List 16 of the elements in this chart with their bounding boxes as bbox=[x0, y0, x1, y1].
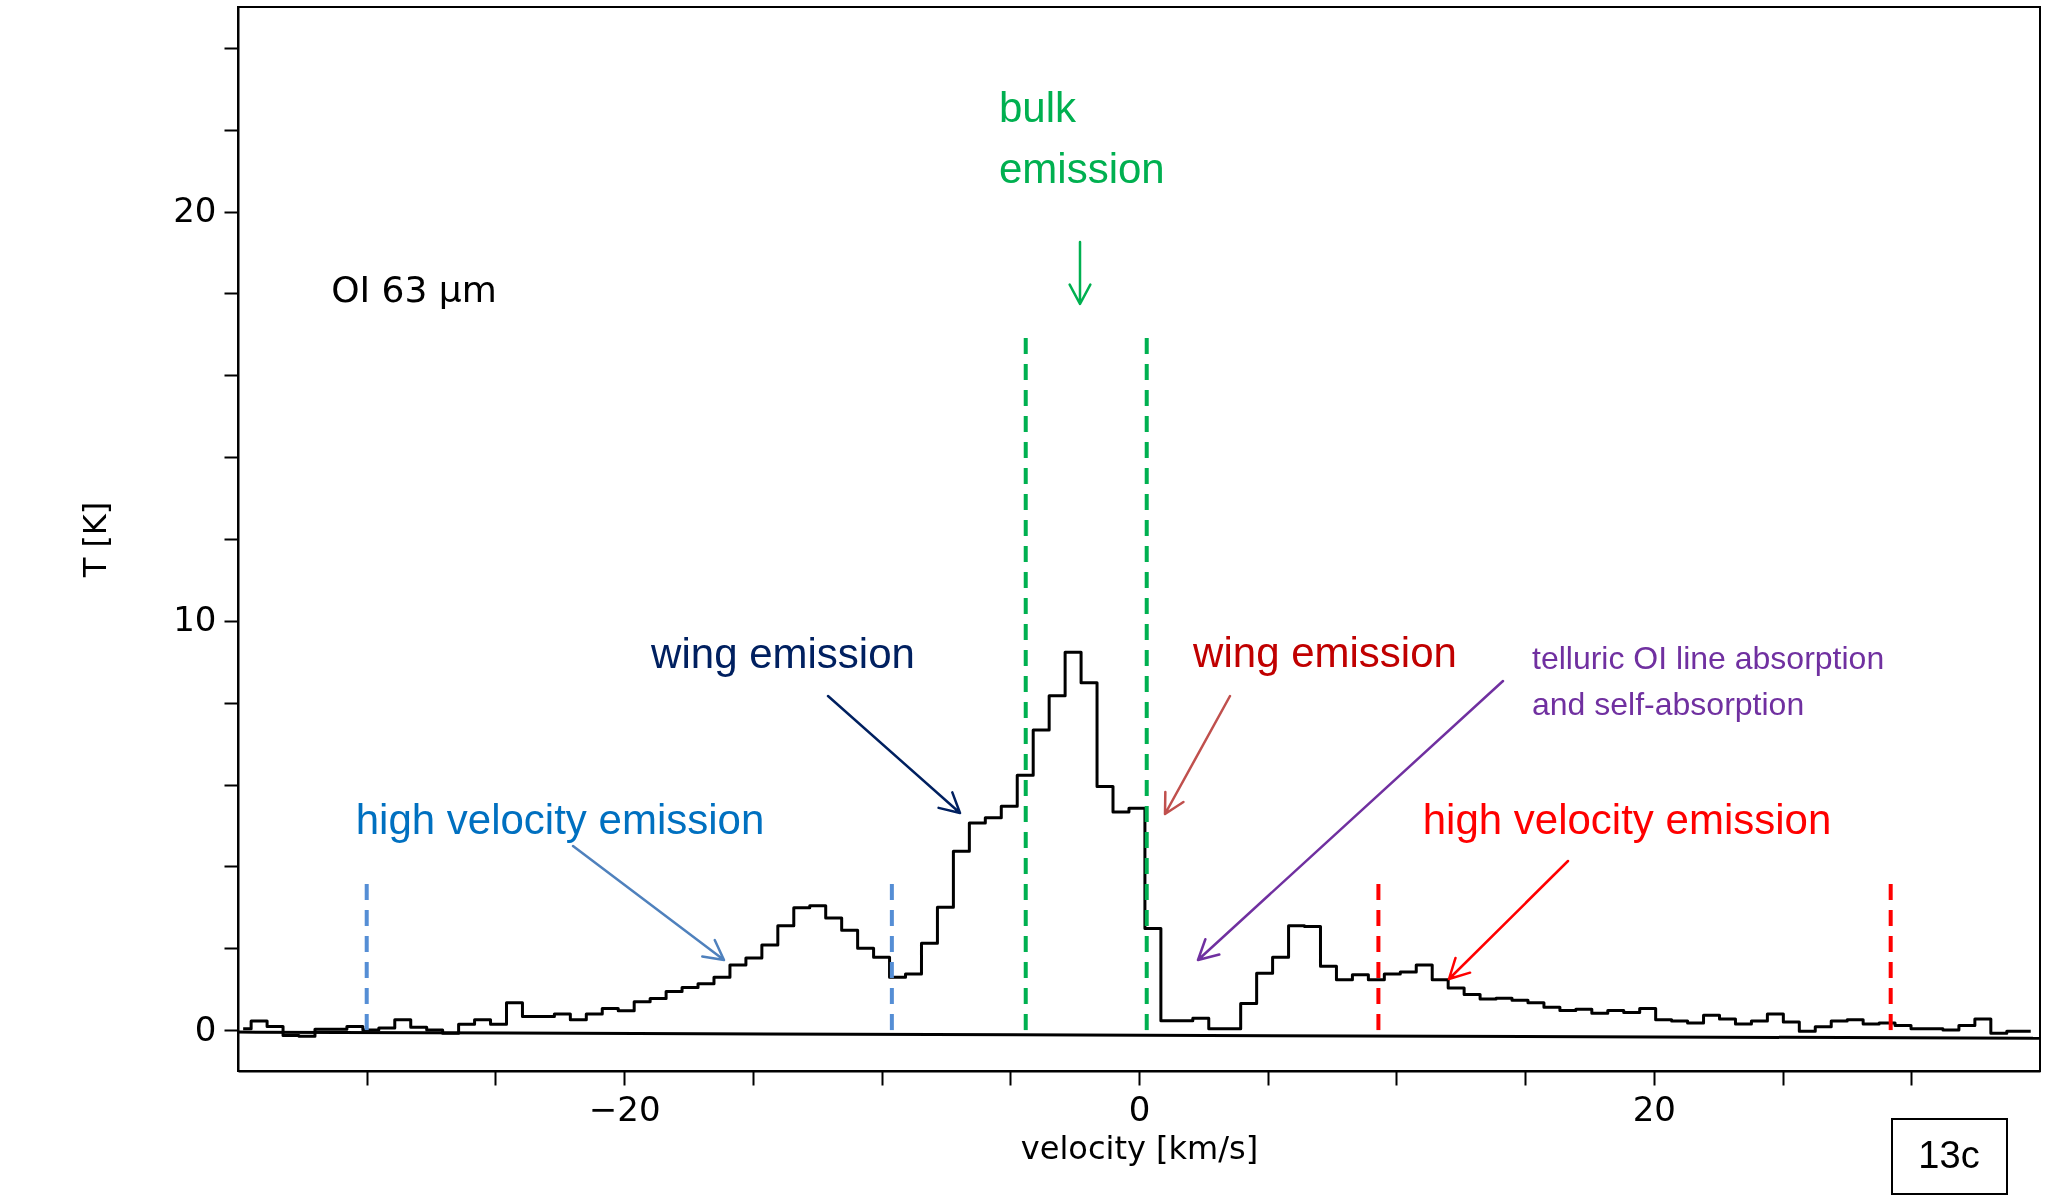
annotation: high velocity emission bbox=[1422, 796, 1832, 843]
annotation: OI 63 μm bbox=[331, 269, 497, 310]
y-tick-label: 0 bbox=[194, 1008, 217, 1049]
y-tick-label: 10 bbox=[173, 599, 217, 640]
annotation: telluric OI line absorption and self-absorption bbox=[1532, 640, 1885, 723]
x-tick-label: 0 bbox=[1128, 1088, 1151, 1129]
annotation: wing emission bbox=[1192, 629, 1457, 676]
annotation: bulk emission bbox=[999, 84, 1165, 192]
annotation: high velocity emission bbox=[355, 796, 765, 843]
y-tick-label: 20 bbox=[173, 190, 217, 231]
x-tick-label: −20 bbox=[588, 1088, 661, 1129]
annotation: wing emission bbox=[650, 630, 915, 677]
x-axis-title: velocity [km/s] bbox=[1020, 1128, 1259, 1167]
y-axis-title: T [K] bbox=[76, 501, 115, 579]
text: 13c bbox=[1918, 1134, 1980, 1176]
x-tick-label: 20 bbox=[1632, 1088, 1676, 1129]
